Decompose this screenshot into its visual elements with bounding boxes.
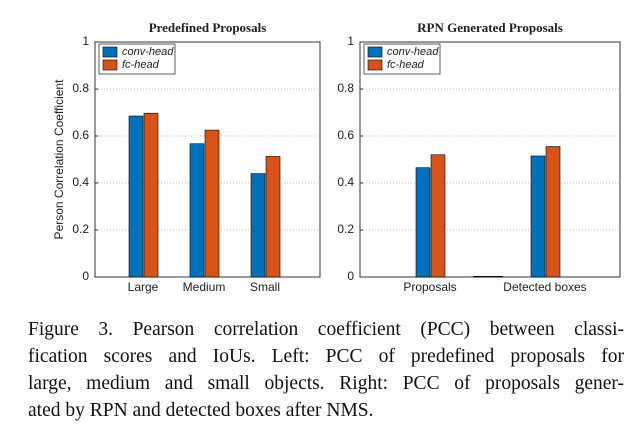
x-tick-label: Proposals bbox=[403, 280, 456, 294]
caption-line: Figure 3. Pearson correlation coefficien… bbox=[28, 319, 624, 340]
y-tick-label: 0.2 bbox=[337, 222, 354, 236]
legend-swatch bbox=[102, 46, 118, 58]
bar bbox=[250, 173, 266, 278]
bar bbox=[530, 155, 546, 278]
legend-swatch bbox=[367, 46, 383, 58]
y-tick-label: 0.2 bbox=[72, 222, 89, 236]
bar bbox=[204, 129, 220, 278]
figure: Predefined Proposals Person Correlation C… bbox=[52, 20, 621, 294]
caption-line: fication scores and IoUs. Left: PCC of p… bbox=[28, 346, 624, 367]
y-axis-label: Person Correlation Coefficient bbox=[52, 79, 66, 240]
bar bbox=[265, 156, 281, 278]
bar bbox=[488, 275, 503, 278]
bar bbox=[189, 143, 205, 278]
x-tick-label: Medium bbox=[183, 280, 226, 294]
y-tick-label: 0 bbox=[347, 269, 354, 283]
bar bbox=[128, 115, 144, 278]
bar bbox=[143, 112, 159, 278]
legend-swatch bbox=[367, 59, 383, 71]
chart-title: RPN Generated Proposals bbox=[417, 20, 563, 35]
legend-label: fc-head bbox=[387, 59, 425, 71]
legend-swatch bbox=[102, 59, 118, 71]
caption: Figure 3. Pearson correlation coefficien… bbox=[28, 316, 624, 424]
y-tick-label: 0.6 bbox=[337, 128, 354, 142]
bar bbox=[415, 167, 431, 278]
y-tick-label: 1 bbox=[347, 34, 354, 48]
y-tick-label: 0.6 bbox=[72, 128, 89, 142]
legend-label: conv-head bbox=[387, 46, 439, 58]
bar bbox=[430, 154, 446, 278]
y-tick-label: 0.8 bbox=[72, 81, 89, 95]
y-tick-label: 0.4 bbox=[72, 175, 89, 189]
legend-label: conv-head bbox=[122, 46, 174, 58]
plot-frame bbox=[359, 41, 621, 278]
legend-label: fc-head bbox=[122, 59, 160, 71]
x-tick-label: Small bbox=[250, 280, 280, 294]
chart-title: Predefined Proposals bbox=[149, 20, 267, 35]
bar bbox=[473, 275, 488, 278]
y-tick-label: 0.8 bbox=[337, 81, 354, 95]
x-tick-label: Large bbox=[128, 280, 159, 294]
bar bbox=[545, 146, 561, 278]
x-tick-label: Detected boxes bbox=[503, 280, 586, 294]
y-tick-label: 1 bbox=[82, 34, 89, 48]
y-tick-label: 0 bbox=[82, 269, 89, 283]
caption-line: large, medium and small objects. Right: … bbox=[28, 373, 624, 394]
caption-line: ated by RPN and detected boxes after NMS… bbox=[28, 400, 374, 421]
y-tick-label: 0.4 bbox=[337, 175, 354, 189]
